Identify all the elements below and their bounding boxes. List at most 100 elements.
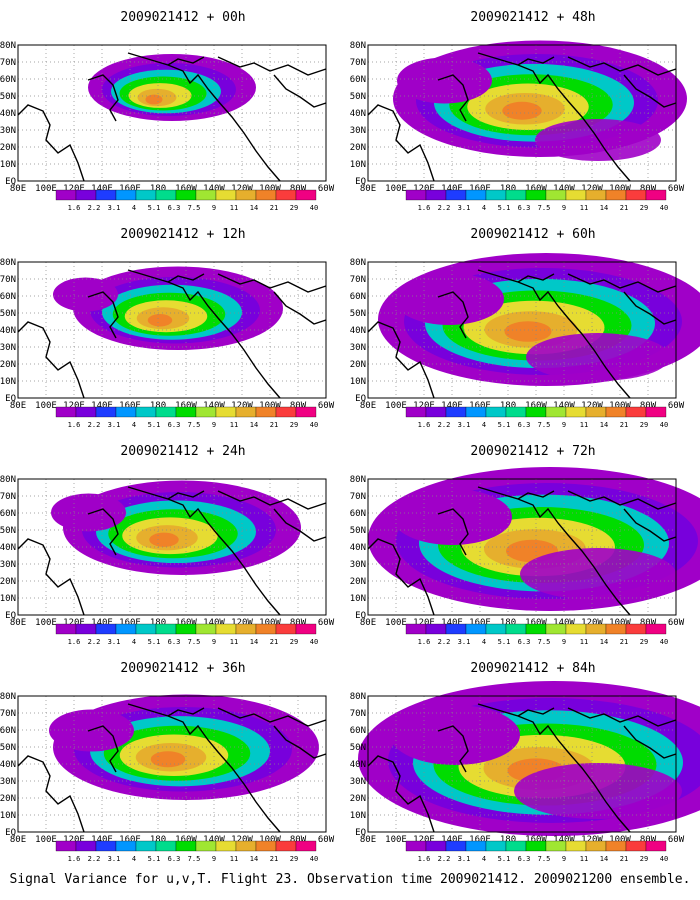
colorbar-label: 29 [290,204,298,212]
lon-tick-label: 180 [500,835,516,845]
coastline [367,269,677,399]
lon-tick-label: 100E [35,401,57,411]
lon-tick-label: 160E [119,401,141,411]
lon-tick-label: 80W [640,618,657,628]
colorbar-swatch [95,406,117,418]
colorbar-label: 14 [600,421,608,429]
lon-tick-label: 100E [35,835,57,845]
colorbar-swatch [215,840,237,852]
colorbar-swatch [155,406,177,418]
colorbar-label: 4 [132,855,136,863]
colorbar-label: 2.2 [438,421,451,429]
colorbar-label: 29 [640,421,648,429]
lat-tick-label: 70N [350,58,366,68]
lon-tick-label: 60W [318,618,335,628]
colorbar-label: 4 [482,421,486,429]
colorbar-swatch [195,189,217,201]
colorbar-label: 21 [270,204,278,212]
colorbar-swatch [485,189,507,201]
colorbar: 1.6 2.2 3.1 4 5.1 6.3 7.5 9 11 14 21 29 40 [55,406,318,429]
lon-tick-label: 160E [469,401,491,411]
lon-tick-label: 100E [385,618,407,628]
lat-tick-label: 70N [350,492,366,502]
colorbar-swatch [215,623,237,635]
colorbar-label: 1.6 [418,204,431,212]
colorbar-label: 2.2 [438,204,451,212]
forecast-panel: 2009021412 + 72h 80E 100E 120E 140E 160E 180 16… [350,444,700,649]
lon-tick-label: 140W [553,835,575,845]
colorbar-swatch [545,840,567,852]
variance-contour-fill [150,751,186,768]
colorbar-swatch [505,623,527,635]
panel-title: 2009021412 + 60h [470,227,596,242]
colorbar-label: 29 [290,421,298,429]
lat-tick-label: EQ [355,177,366,187]
colorbar-swatch [55,406,77,418]
colorbar-swatch [605,623,627,635]
colorbar-label: 11 [580,421,588,429]
colorbar-label: 1.6 [68,204,81,212]
variance-map: 80E 100E 120E 140E 160E 180 160W 140W 120W 100W 80… [350,40,687,194]
lat-tick-label: 20N [0,360,16,370]
lon-tick-label: 140W [553,618,575,628]
colorbar-swatch [275,840,297,852]
colorbar-swatch [485,840,507,852]
colorbar-swatch [155,623,177,635]
lon-tick-label: 80E [360,618,376,628]
colorbar-label: 9 [212,421,216,429]
lon-tick-label: 160E [119,618,141,628]
lon-tick-label: 120W [231,401,253,411]
lat-tick-label: 30N [350,126,366,136]
lon-tick-label: 120W [581,835,603,845]
colorbar-label: 11 [580,638,588,646]
lon-tick-label: 160E [469,184,491,194]
colorbar-swatch [95,623,117,635]
colorbar-swatch [565,406,587,418]
colorbar-label: 9 [562,638,566,646]
colorbar-swatch [255,189,277,201]
colorbar-swatch [405,623,427,635]
lat-tick-label: 30N [0,560,16,570]
colorbar-label: 5.1 [498,204,511,212]
variance-map: 80E 100E 120E 140E 160E 180 160W 140W 120W 100W 80… [0,41,335,194]
colorbar-label: 3.1 [108,855,121,863]
colorbar-label: 14 [600,855,608,863]
colorbar-swatch [645,189,667,201]
coastline [367,703,677,833]
variance-contour-fill [502,101,542,120]
colorbar-swatch [585,623,607,635]
colorbar-swatch [525,189,547,201]
lat-tick-label: 80N [350,41,366,51]
coastline [17,269,327,399]
lon-tick-label: 120E [63,401,85,411]
lat-tick-label: 70N [350,709,366,719]
colorbar-swatch [215,406,237,418]
lon-tick-label: 140E [91,835,113,845]
colorbar-swatch [425,840,447,852]
lon-tick-label: 80E [360,835,376,845]
colorbar-label: 21 [270,421,278,429]
lat-tick-label: 50N [350,743,366,753]
lon-tick-label: 80W [640,184,657,194]
lon-tick-label: 120E [63,835,85,845]
colorbar-swatch [175,189,197,201]
colorbar-label: 4 [482,855,486,863]
colorbar-swatch [75,623,97,635]
colorbar-label: 4 [132,204,136,212]
lon-tick-label: 140W [203,835,225,845]
lat-tick-label: 20N [350,143,366,153]
colorbar-swatch [545,189,567,201]
lon-tick-label: 100E [35,618,57,628]
colorbar-label: 6.3 [518,421,531,429]
colorbar-swatch [295,840,317,852]
colorbar-label: 14 [600,204,608,212]
lat-tick-label: 80N [0,475,16,485]
lat-tick-label: 60N [350,75,366,85]
colorbar-label: 3.1 [458,855,471,863]
colorbar-label: 5.1 [148,638,161,646]
coastline [17,486,327,616]
colorbar-label: 9 [562,204,566,212]
lon-tick-label: 60W [668,184,685,194]
colorbar-swatch [235,840,257,852]
colorbar-label: 9 [212,855,216,863]
